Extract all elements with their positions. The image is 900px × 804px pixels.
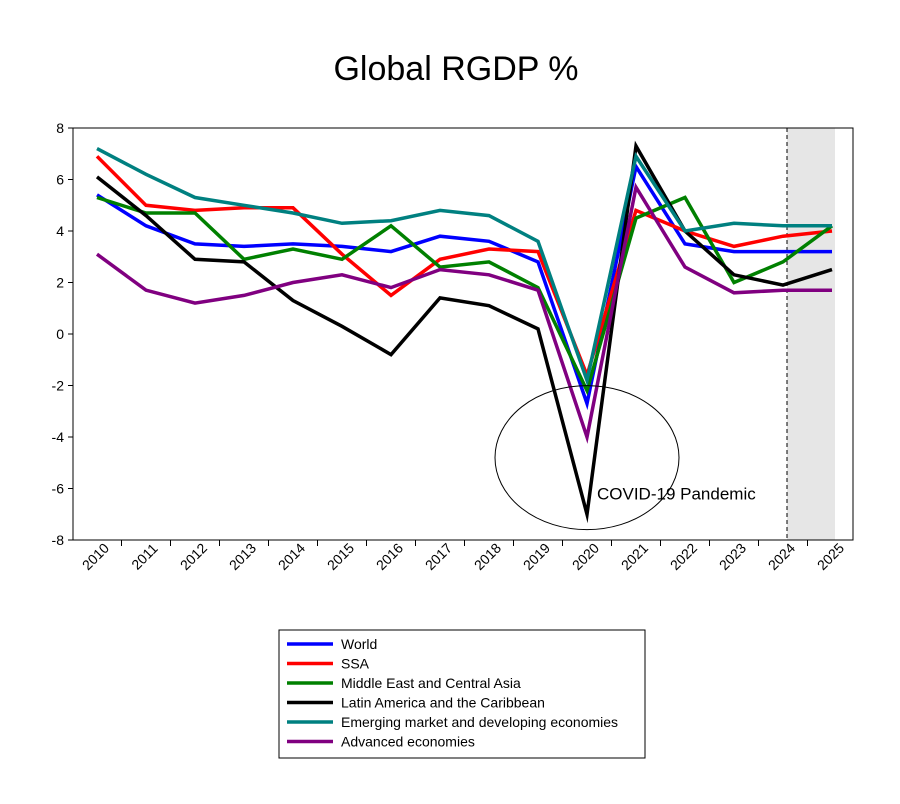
chart-title: Global RGDP %	[333, 50, 578, 88]
series-line-world	[96, 162, 832, 411]
y-tick-label: 4	[56, 223, 64, 239]
x-tick-label: 2015	[324, 540, 357, 573]
series-line-middle-east-and-central-asia	[96, 195, 834, 396]
x-tick-label: 2022	[667, 540, 700, 573]
x-tick-label: 2017	[422, 540, 455, 573]
y-tick-label: 8	[56, 120, 64, 136]
legend-label: World	[341, 636, 377, 652]
legend-label: SSA	[341, 656, 370, 672]
y-tick-label: 2	[56, 275, 64, 291]
series-line-latin-america-and-the-caribbean	[95, 140, 833, 524]
y-axis-ticks: 8 6 4 2 0 -2 -4 -6 -8	[52, 120, 73, 548]
x-tick-label: 2011	[128, 540, 161, 573]
x-axis-ticks: 2010 2011 2012 2013 2014 2015 2016 2017 2018 2019…	[79, 540, 847, 573]
x-tick-label: 2024	[765, 540, 798, 573]
x-tick-label: 2019	[520, 540, 553, 573]
y-tick-label: -4	[52, 429, 65, 445]
x-tick-label: 2020	[569, 540, 602, 573]
x-tick-label: 2025	[814, 540, 847, 573]
x-tick-label: 2016	[373, 540, 406, 573]
y-tick-label: -8	[52, 532, 65, 548]
x-tick-label: 2014	[275, 540, 308, 573]
y-tick-label: -6	[52, 481, 65, 497]
covid-annotation-text: COVID-19 Pandemic	[597, 485, 756, 504]
x-tick-label: 2018	[471, 540, 504, 573]
legend-label: Advanced economies	[341, 734, 475, 750]
series-lines	[95, 140, 834, 524]
series-line-advanced-economies	[95, 182, 832, 444]
forecast-shade	[787, 128, 835, 540]
series-line-emerging-market-and-developing-economies	[96, 147, 832, 387]
legend-box	[278, 629, 646, 759]
x-tick-label: 2012	[177, 540, 210, 573]
legend-label: Emerging market and developing economies	[341, 714, 618, 730]
y-tick-label: 0	[56, 326, 64, 342]
covid-annotation-ellipse	[494, 385, 680, 531]
legend: World SSA Middle East and Central Asia Lati…	[278, 629, 646, 759]
legend-label: Middle East and Central Asia	[341, 675, 521, 691]
x-tick-label: 2023	[716, 540, 749, 573]
legend-label: Latin America and the Caribbean	[341, 695, 545, 711]
x-tick-label: 2013	[226, 540, 259, 573]
x-tick-label: 2021	[618, 540, 651, 573]
y-tick-label: -2	[52, 378, 65, 394]
y-tick-label: 6	[56, 172, 64, 188]
x-tick-label: 2010	[79, 540, 112, 573]
plot-frame	[72, 127, 854, 541]
